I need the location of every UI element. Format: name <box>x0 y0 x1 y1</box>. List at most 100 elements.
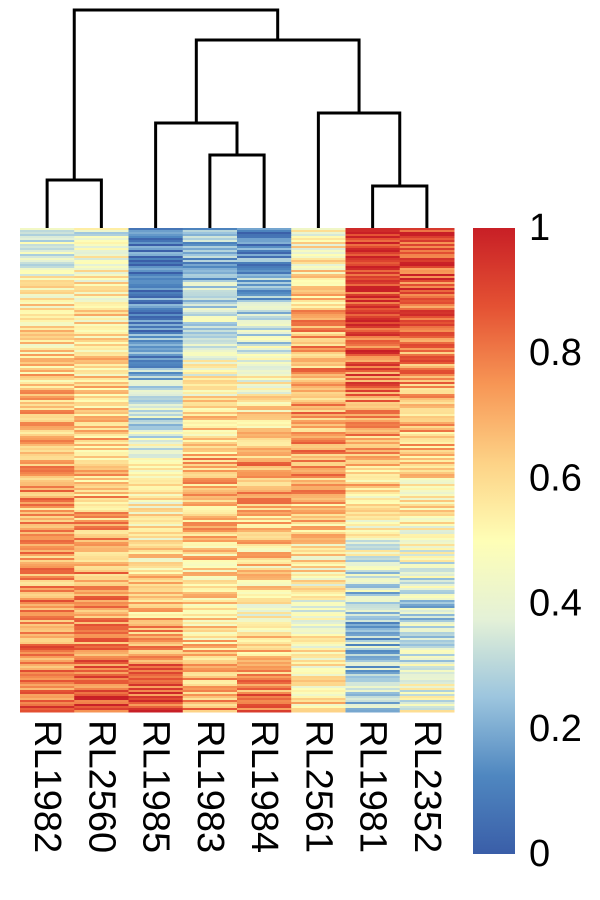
heatmap-cell <box>399 570 455 573</box>
heatmap-cell <box>345 552 401 555</box>
heatmap-cell <box>291 366 346 369</box>
heatmap-cell <box>237 254 292 257</box>
heatmap-cell <box>291 344 346 347</box>
heatmap-cell <box>291 248 346 251</box>
heatmap-cell <box>237 268 292 271</box>
heatmap-cell <box>182 594 238 597</box>
heatmap-cell <box>399 606 455 609</box>
heatmap-cell <box>399 272 455 275</box>
heatmap-cell <box>345 230 401 233</box>
heatmap-cell <box>345 282 401 285</box>
heatmap-cell <box>20 414 75 417</box>
heatmap-cell <box>291 516 346 519</box>
heatmap-cell <box>182 690 238 693</box>
heatmap-cell <box>74 560 129 563</box>
heatmap-cell <box>345 616 401 619</box>
heatmap-cell <box>237 576 292 579</box>
heatmap-cell <box>345 680 401 683</box>
heatmap-cell <box>399 396 455 399</box>
heatmap-cell <box>74 608 129 611</box>
heatmap-cell <box>291 554 346 557</box>
heatmap-cell <box>399 238 455 241</box>
heatmap-cell <box>399 498 455 501</box>
heatmap-cell <box>182 474 238 477</box>
heatmap-cell <box>399 670 455 673</box>
heatmap-cell <box>20 600 75 603</box>
heatmap-cell <box>182 450 238 453</box>
heatmap-cell <box>182 540 238 543</box>
heatmap-cell <box>182 456 238 459</box>
heatmap-cell <box>182 408 238 411</box>
heatmap-cell <box>128 528 184 531</box>
heatmap-cell <box>399 360 455 363</box>
heatmap-cell <box>20 416 75 419</box>
heatmap-cell <box>20 328 75 331</box>
heatmap-cell <box>345 500 401 503</box>
heatmap-cell <box>345 394 401 397</box>
heatmap-cell <box>20 376 75 379</box>
heatmap-cell <box>74 362 129 365</box>
heatmap-cell <box>20 548 75 551</box>
heatmap-cell <box>182 274 238 277</box>
heatmap-cell <box>74 228 129 231</box>
heatmap-cell <box>237 512 292 515</box>
heatmap-cell <box>345 364 401 367</box>
heatmap-cell <box>182 230 238 233</box>
heatmap-cell <box>345 386 401 389</box>
heatmap-cell <box>128 236 184 239</box>
heatmap-cell <box>291 606 346 609</box>
heatmap-cell <box>399 336 455 339</box>
heatmap-cell <box>399 440 455 443</box>
heatmap-cell <box>291 238 346 241</box>
heatmap-cell <box>237 238 292 241</box>
heatmap-cell <box>237 594 292 597</box>
heatmap-cell <box>182 430 238 433</box>
heatmap-cell <box>399 576 455 579</box>
heatmap-cell <box>399 242 455 245</box>
heatmap-cell <box>74 648 129 651</box>
heatmap-cell <box>20 366 75 369</box>
heatmap-cell <box>399 480 455 483</box>
heatmap-cell <box>20 232 75 235</box>
heatmap-cell <box>182 446 238 449</box>
heatmap-cell <box>399 264 455 267</box>
heatmap-cell <box>291 698 346 701</box>
heatmap-cell <box>20 370 75 373</box>
heatmap-cell <box>399 324 455 327</box>
heatmap-cell <box>74 400 129 403</box>
heatmap-cell <box>237 472 292 475</box>
heatmap-cell <box>128 394 184 397</box>
heatmap-cell <box>20 448 75 451</box>
heatmap-cell <box>128 526 184 529</box>
heatmap-cell <box>291 440 346 443</box>
heatmap-cell <box>128 486 184 489</box>
heatmap-cell <box>345 466 401 469</box>
heatmap-cell <box>345 604 401 607</box>
heatmap-cell <box>345 442 401 445</box>
heatmap-cell <box>128 268 184 271</box>
heatmap-cell <box>345 650 401 653</box>
heatmap-cell <box>345 492 401 495</box>
heatmap-cell <box>237 642 292 645</box>
heatmap-cell <box>20 362 75 365</box>
heatmap-cell <box>237 234 292 237</box>
heatmap-cell <box>291 430 346 433</box>
heatmap-cell <box>20 702 75 705</box>
heatmap-cell <box>20 562 75 565</box>
heatmap-cell <box>399 330 455 333</box>
heatmap-cell <box>128 378 184 381</box>
heatmap-cell <box>128 684 184 687</box>
heatmap-cell <box>399 580 455 583</box>
heatmap-cell <box>237 248 292 251</box>
heatmap-cell <box>74 320 129 323</box>
heatmap-cell <box>399 346 455 349</box>
heatmap-cell <box>128 620 184 623</box>
heatmap-cell <box>345 240 401 243</box>
heatmap-cell <box>74 282 129 285</box>
heatmap-cell <box>399 420 455 423</box>
heatmap-cell <box>182 590 238 593</box>
heatmap-cell <box>399 474 455 477</box>
heatmap-cell <box>182 546 238 549</box>
heatmap-cell <box>20 642 75 645</box>
heatmap-cell <box>128 346 184 349</box>
